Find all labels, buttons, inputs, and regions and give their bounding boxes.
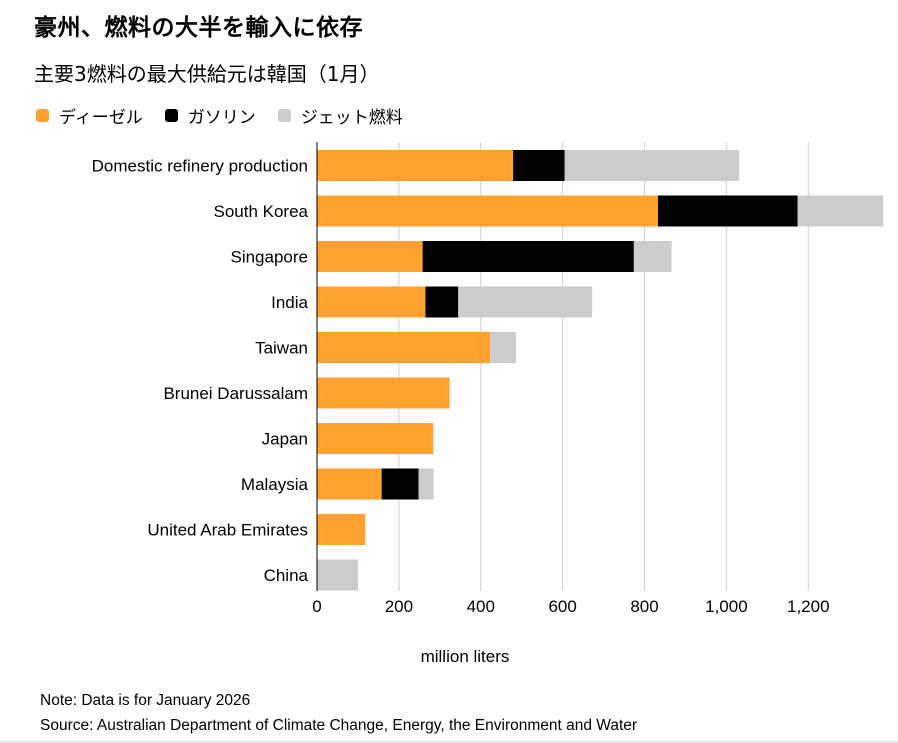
- stacked-bar-chart: Domestic refinery production South Korea S…: [92, 142, 884, 666]
- bar-segment-1-2: [797, 195, 884, 227]
- footnote: Note: Data is for January 2026: [40, 692, 251, 709]
- x-tick-label: 1,000: [705, 597, 748, 616]
- bar-segment-4-0: [317, 332, 491, 363]
- bar-segment-2-0: [317, 241, 423, 272]
- bar-segment-2-2: [633, 241, 672, 272]
- bar-segment-7-0: [317, 468, 382, 500]
- bar-segment-3-0: [317, 286, 426, 318]
- bar-segment-3-1: [425, 286, 459, 318]
- bar-segment-0-0: [317, 150, 514, 181]
- legend-item-gasoline: ガソリン: [164, 103, 256, 128]
- x-tick-label: 800: [630, 597, 658, 616]
- bar-segment-1-1: [658, 195, 798, 227]
- chart-title: 豪州、燃料の大半を輸入に依存: [34, 15, 363, 41]
- legend-swatch-gasoline: [164, 109, 178, 122]
- bar-segment-1-0: [317, 195, 659, 227]
- category-label: United Arab Emirates: [147, 521, 308, 540]
- source-note: Source: Australian Department of Climate…: [40, 717, 638, 734]
- bar-segment-3-2: [458, 286, 593, 318]
- category-label: Japan: [262, 430, 308, 449]
- legend-item-diesel: ディーゼル: [36, 103, 143, 128]
- legend-label-gasoline: ガソリン: [187, 108, 256, 128]
- bar-segment-5-0: [317, 377, 450, 409]
- legend-label-jet-fuel: ジェット燃料: [300, 108, 403, 128]
- x-axis-title: million liters: [421, 647, 510, 666]
- x-tick-label: 400: [467, 597, 495, 616]
- category-label: Taiwan: [255, 339, 308, 358]
- category-label: Brunei Darussalam: [163, 384, 308, 403]
- bar-segment-7-2: [418, 468, 434, 500]
- bar-segment-2-1: [422, 241, 634, 272]
- legend: ディーゼル ガソリン ジェット燃料: [36, 103, 425, 128]
- bar-segment-0-1: [513, 150, 565, 181]
- x-tick-label: 200: [385, 597, 413, 616]
- bar-segment-0-2: [564, 150, 740, 181]
- legend-item-jet-fuel: ジェット燃料: [277, 103, 403, 128]
- bar-segment-8-0: [317, 514, 366, 545]
- category-label: Singapore: [230, 248, 308, 267]
- bar-segment-9-2: [317, 559, 358, 591]
- bar-segment-4-2: [490, 332, 516, 363]
- legend-swatch-jet-fuel: [277, 109, 291, 122]
- category-label: Malaysia: [241, 475, 309, 494]
- category-label: India: [271, 293, 308, 312]
- x-tick-label: 1,200: [787, 597, 830, 616]
- bar-segment-7-1: [381, 468, 419, 500]
- bottom-divider: [0, 741, 898, 743]
- category-label: South Korea: [213, 202, 308, 221]
- legend-label-diesel: ディーゼル: [59, 108, 143, 128]
- bar-segment-6-0: [317, 423, 434, 454]
- legend-swatch-diesel: [36, 109, 49, 122]
- category-label: Domestic refinery production: [92, 157, 308, 176]
- chart-subtitle: 主要3燃料の最大供給元は韓国（1月）: [34, 62, 380, 86]
- x-tick-label: 600: [548, 597, 576, 616]
- category-label: China: [264, 566, 309, 585]
- x-tick-label: 0: [312, 597, 321, 616]
